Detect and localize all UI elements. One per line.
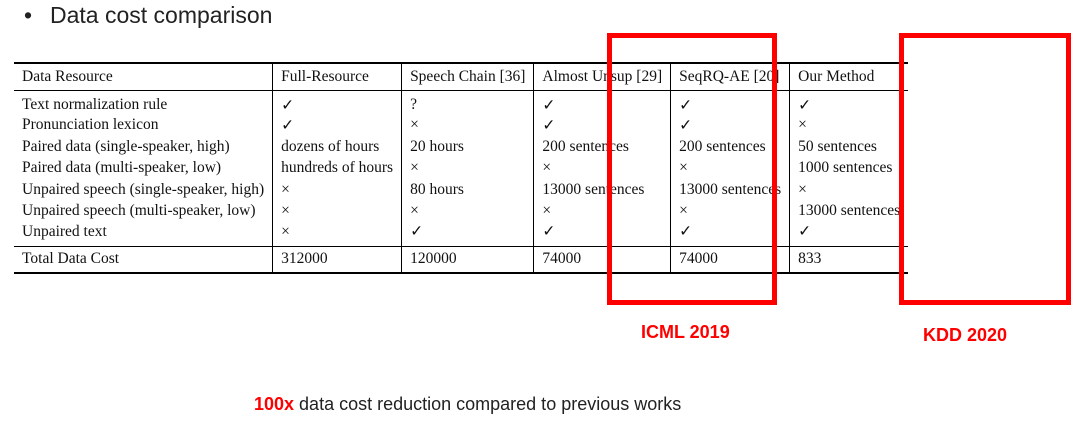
cell-seqrq-ae: ✓ bbox=[670, 114, 791, 136]
slide-title: • Data cost comparison bbox=[24, 2, 272, 29]
header-full-resource: Full-Resource bbox=[272, 62, 403, 91]
table-row: Unpaired speech (multi-speaker, low) × × × ×… bbox=[14, 200, 908, 222]
bullet-icon: • bbox=[24, 2, 33, 28]
data-cost-table: Data Resource Full-Resource Speech Chain… bbox=[14, 62, 909, 274]
slide-title-text: Data cost comparison bbox=[50, 2, 273, 28]
table-row: Pronunciation lexicon ✓ × ✓ ✓ × bbox=[14, 114, 908, 136]
cell-seqrq-ae: 13000 sentences bbox=[670, 179, 791, 201]
total-full-resource: 312000 bbox=[272, 246, 403, 274]
header-seqrq-ae: SeqRQ-AE [20] bbox=[670, 62, 791, 91]
cell-seqrq-ae: ✓ bbox=[670, 90, 791, 115]
cell-our-method: × bbox=[798, 116, 807, 134]
cell-speech-chain: ✓ bbox=[401, 222, 535, 247]
table-header-row: Data Resource Full-Resource Speech Chain… bbox=[14, 62, 909, 91]
table-row: Unpaired text × ✓ ✓ ✓ ✓ bbox=[14, 222, 908, 247]
highlight-box-our-method bbox=[899, 33, 1071, 305]
cell-almost-unsup: 13000 sentences bbox=[533, 179, 672, 201]
total-label: Total Data Cost bbox=[14, 246, 274, 274]
table-total-row: Total Data Cost 312000 120000 74000 7400… bbox=[14, 246, 909, 274]
cell-speech-chain: × bbox=[401, 114, 535, 136]
cell-seqrq-ae: ✓ bbox=[670, 222, 791, 247]
total-speech-chain: 120000 bbox=[401, 246, 535, 274]
cell-almost-unsup: ✓ bbox=[533, 114, 672, 136]
cell-data-resource: Text normalization rule bbox=[14, 90, 274, 115]
cell-data-resource: Pronunciation lexicon bbox=[14, 114, 274, 136]
cell-data-resource: Unpaired text bbox=[14, 222, 274, 247]
cell-our-method: × bbox=[798, 180, 807, 198]
venue-label-kdd: KDD 2020 bbox=[923, 325, 1008, 345]
cell-speech-chain: 20 hours bbox=[401, 136, 535, 158]
cell-speech-chain: 80 hours bbox=[401, 179, 535, 201]
footer-text: data cost reduction compared to previous… bbox=[294, 394, 682, 414]
header-our-method: Our Method bbox=[789, 62, 909, 91]
cell-data-resource: Unpaired speech (multi-speaker, low) bbox=[14, 200, 274, 222]
total-almost-unsup: 74000 bbox=[533, 246, 672, 274]
cell-almost-unsup: ✓ bbox=[533, 90, 672, 115]
cell-almost-unsup: × bbox=[533, 200, 672, 222]
cell-full-resource: × bbox=[272, 200, 403, 222]
cell-full-resource: × bbox=[272, 222, 403, 247]
cell-seqrq-ae: 200 sentences bbox=[670, 136, 791, 158]
total-seqrq-ae: 74000 bbox=[670, 246, 791, 274]
cell-full-resource: hundreds of hours bbox=[272, 157, 403, 179]
cell-data-resource: Paired data (multi-speaker, low) bbox=[14, 157, 274, 179]
table-row: Paired data (multi-speaker, low) hundreds… bbox=[14, 157, 908, 179]
cell-speech-chain: × bbox=[401, 200, 535, 222]
cell-data-resource: Unpaired speech (single-speaker, high) bbox=[14, 179, 274, 201]
total-our-method: 833 bbox=[789, 246, 909, 274]
cell-our-method: ✓ bbox=[798, 223, 812, 240]
cell-seqrq-ae: × bbox=[670, 157, 791, 179]
table-body: Text normalization rule ✓? ✓ ✓ ✓ Pronunciatio… bbox=[14, 90, 908, 247]
cell-almost-unsup: × bbox=[533, 157, 672, 179]
table-row: Unpaired speech (single-speaker, high) × 8… bbox=[14, 179, 908, 201]
cell-data-resource: Paired data (single-speaker, high) bbox=[14, 136, 274, 158]
cell-full-resource: ✓ bbox=[272, 90, 403, 115]
cell-full-resource: × bbox=[272, 179, 403, 201]
cell-our-method: 50 sentences bbox=[798, 137, 877, 155]
cell-almost-unsup: ✓ bbox=[533, 222, 672, 247]
highlight-box-almost-unsup bbox=[607, 33, 777, 305]
footer-emphasis: 100x bbox=[254, 394, 295, 414]
footer-note: 100x data cost reduction compared to pre… bbox=[254, 394, 681, 415]
header-speech-chain: Speech Chain [36] bbox=[401, 62, 535, 91]
cell-full-resource: ✓ bbox=[272, 114, 403, 136]
header-almost-unsup: Almost Unsup [29] bbox=[533, 62, 672, 91]
cell-speech-chain: × bbox=[401, 157, 535, 179]
table-row: Paired data (single-speaker, high) dozens… bbox=[14, 136, 908, 158]
cell-full-resource: dozens of hours bbox=[272, 136, 403, 158]
venue-label-icml: ICML 2019 bbox=[641, 322, 730, 342]
table-row: Text normalization rule ✓? ✓ ✓ ✓ bbox=[14, 90, 908, 115]
cell-speech-chain: ? bbox=[401, 90, 535, 115]
cell-seqrq-ae: × bbox=[670, 200, 791, 222]
header-data-resource: Data Resource bbox=[14, 62, 274, 91]
cell-our-method: ✓ bbox=[798, 96, 812, 114]
cell-our-method: 13000 sentences bbox=[798, 202, 901, 220]
cell-our-method: 1000 sentences bbox=[798, 159, 893, 177]
